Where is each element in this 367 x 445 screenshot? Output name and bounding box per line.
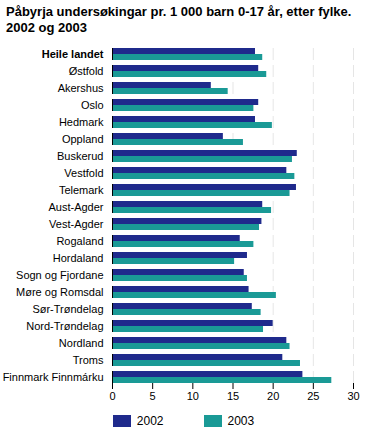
svg-text:Vestfold: Vestfold bbox=[64, 167, 103, 179]
svg-text:20: 20 bbox=[267, 390, 279, 402]
svg-text:Oslo: Oslo bbox=[81, 99, 104, 111]
svg-text:25: 25 bbox=[307, 390, 319, 402]
html-text:2002: 2002 bbox=[136, 414, 164, 428]
svg-text:Oppland: Oppland bbox=[62, 133, 104, 145]
svg-text:Nord-Trøndelag: Nord-Trøndelag bbox=[26, 320, 103, 332]
svg-text:Akershus: Akershus bbox=[58, 82, 104, 94]
svg-text:Møre og Romsdal: Møre og Romsdal bbox=[16, 286, 103, 298]
svg-text:Hordaland: Hordaland bbox=[53, 252, 104, 264]
svg-text:Sogn og Fjordane: Sogn og Fjordane bbox=[16, 269, 103, 281]
svg-text:30: 30 bbox=[347, 390, 359, 402]
svg-text:Heile landet: Heile landet bbox=[42, 48, 104, 60]
svg-text:Nordland: Nordland bbox=[59, 337, 104, 349]
svg-text:Troms: Troms bbox=[73, 354, 104, 366]
svg-text:Hedmark: Hedmark bbox=[59, 116, 104, 128]
svg-text:5: 5 bbox=[150, 390, 156, 402]
svg-text:10: 10 bbox=[187, 390, 199, 402]
svg-text:Vest-Agder: Vest-Agder bbox=[49, 218, 104, 230]
svg-text:Østfold: Østfold bbox=[69, 65, 104, 77]
svg-text:Aust-Agder: Aust-Agder bbox=[48, 201, 103, 213]
html-text:Påbyrja undersøkingar pr. 1 00: Påbyrja undersøkingar pr. 1 000 barn 0-1… bbox=[6, 4, 352, 35]
svg-text:Telemark: Telemark bbox=[59, 184, 104, 196]
svg-text:0: 0 bbox=[109, 390, 115, 402]
svg-text:Rogaland: Rogaland bbox=[56, 235, 103, 247]
svg-text:Sør-Trøndelag: Sør-Trøndelag bbox=[32, 303, 103, 315]
svg-text:15: 15 bbox=[227, 390, 239, 402]
html-text:2003: 2003 bbox=[227, 414, 255, 428]
svg-text:Finnmark Finnmárku: Finnmark Finnmárku bbox=[3, 371, 104, 383]
svg-text:Buskerud: Buskerud bbox=[57, 150, 103, 162]
